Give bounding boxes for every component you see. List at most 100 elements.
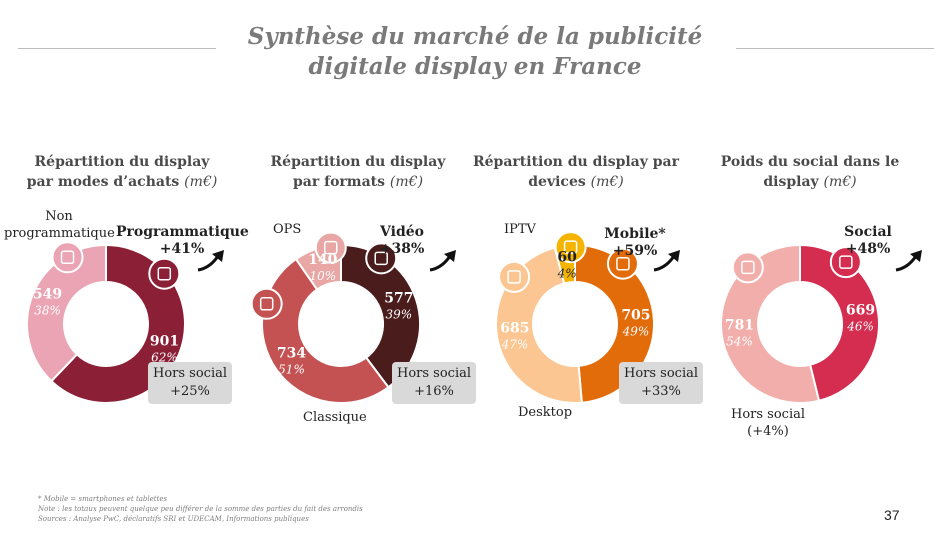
slice-percent-label: 54% [726, 334, 753, 348]
hors-social-box-2: Hors social +16% [392, 362, 476, 404]
slice-percent-label: 47% [501, 338, 529, 352]
film-icon [365, 242, 398, 275]
panel-2-title-line-2: par formats (m€) [248, 172, 468, 192]
slice-value-label: 734 [277, 346, 306, 362]
add-user-icon-glyph [839, 255, 853, 269]
highlight-mobile: Mobile* +59% [598, 226, 672, 260]
page-title-line-2: digitale display en France [308, 53, 642, 80]
film-icon-glyph [374, 251, 388, 266]
newspaper-icon [250, 287, 283, 320]
hors-social-box-1-label: Hors social [152, 366, 228, 381]
hors-social-box-1-growth: +25% [170, 384, 210, 399]
label-hors-social: Hors social (+4%) [726, 406, 810, 440]
smartphone-icon [606, 247, 639, 280]
highlight-mobile-growth: +59% [612, 243, 658, 259]
panel-3-unit: (m€) [590, 174, 624, 190]
highlight-programmatique-growth: +41% [159, 241, 205, 257]
page-title-line-1: Synthèse du marché de la publicité [247, 23, 703, 50]
label-non-programmatique-line-2: programmatique [4, 226, 115, 241]
slice-percent-label: 51% [278, 363, 305, 377]
money-icon-glyph [60, 250, 75, 265]
footnote-2: Note : les totaux peuvent quelque peu di… [38, 505, 363, 513]
slice-percent-label: 62% [151, 350, 178, 364]
label-hors-social-line-1: Hors social [730, 407, 806, 422]
panel-1-unit: (m€) [184, 174, 218, 190]
highlight-video-growth: +38% [379, 241, 425, 257]
hors-social-box-2-growth: +16% [414, 384, 454, 399]
highlight-programmatique-name: Programmatique [116, 224, 249, 240]
slice-value-label: 60 [557, 250, 577, 266]
label-non-programmatique: Non programmatique [4, 208, 115, 242]
highlight-programmatique: Programmatique +41% [116, 224, 249, 258]
title-rule-right [736, 48, 934, 49]
donut-slice-classique [261, 257, 390, 404]
page-title: Synthèse du marché de la publicité digit… [230, 22, 720, 82]
donut-slice-hors-social [720, 243, 821, 404]
panel-4-unit: (m€) [823, 174, 857, 190]
panel-2-unit: (m€) [389, 174, 424, 190]
slice-value-label: 781 [725, 317, 754, 333]
panel-2-title: Répartition du display par formats (m€) [248, 152, 468, 192]
trend-up-arrow-icon [197, 250, 224, 272]
slice-value-label: 549 [33, 287, 62, 303]
label-classique: Classique [303, 410, 367, 425]
highlight-mobile-name: Mobile* [604, 226, 666, 242]
panel-4-title-text: display [763, 174, 819, 190]
label-hors-social-line-2: (+4%) [747, 424, 789, 439]
footnote-3: Sources : Analyse PwC, déclaratifs SRI e… [38, 515, 309, 523]
panel-1-title-line-2: par modes d’achats (m€) [12, 172, 232, 192]
label-iptv: IPTV [504, 222, 536, 237]
add-user-icon [829, 246, 862, 279]
tv-icon-glyph [563, 240, 578, 254]
document-icon [731, 251, 764, 284]
laptop-icon-glyph [507, 270, 521, 284]
frame-icon [314, 231, 347, 264]
panel-1-title: Répartition du display par modes d’achat… [12, 152, 232, 192]
panel-1-title-line-1: Répartition du display [34, 154, 210, 170]
tv-icon [554, 231, 587, 264]
slice-percent-label: 4% [557, 267, 577, 281]
trend-chart-icon [148, 257, 181, 290]
slice-percent-label: 38% [34, 304, 61, 318]
panel-3-title-line-2: devices (m€) [466, 172, 686, 192]
donut-slice-non-programmatique [26, 243, 107, 383]
slice-value-label: 669 [846, 303, 875, 319]
trend-up-arrow-icon [653, 250, 680, 272]
panel-3-title: Répartition du display par devices (m€) [466, 152, 686, 192]
title-rule-left [18, 48, 216, 49]
trend-chart-icon-glyph [157, 266, 172, 281]
label-non-programmatique-line-1: Non [45, 209, 73, 224]
slice-value-label: 140 [308, 252, 337, 268]
slice-percent-label: 39% [386, 308, 413, 322]
hors-social-box-3-label: Hors social [623, 366, 699, 381]
hors-social-box-3: Hors social +33% [619, 362, 703, 404]
panel-4-title: Poids du social dans le display (m€) [700, 152, 920, 192]
page-number: 37 [884, 507, 900, 523]
slice-percent-label: 49% [622, 324, 650, 338]
highlight-social-growth: +48% [845, 241, 891, 257]
slice-value-label: 705 [621, 307, 650, 323]
highlight-social: Social +48% [838, 224, 898, 258]
label-desktop: Desktop [518, 405, 573, 420]
slice-value-label: 577 [384, 291, 413, 307]
newspaper-icon-glyph [259, 297, 274, 311]
label-ops: OPS [273, 222, 302, 237]
panel-3-title-line-1: Répartition du display par [473, 154, 679, 170]
panel-2-title-line-1: Répartition du display [270, 154, 446, 170]
laptop-icon [498, 260, 531, 293]
panel-4-title-line-1: Poids du social dans le [720, 154, 900, 170]
document-icon-glyph [741, 260, 755, 275]
panel-4-title-line-2: display (m€) [700, 172, 920, 192]
slice-value-label: 685 [500, 321, 529, 337]
money-icon [51, 241, 84, 274]
highlight-video: Vidéo +38% [372, 224, 432, 258]
panel-2-title-text: par formats [292, 174, 386, 190]
slice-percent-label: 46% [846, 320, 874, 334]
hors-social-box-1: Hors social +25% [148, 362, 232, 404]
smartphone-icon-glyph [616, 256, 630, 271]
trend-up-arrow-icon [895, 250, 922, 272]
highlight-video-name: Vidéo [380, 224, 424, 240]
